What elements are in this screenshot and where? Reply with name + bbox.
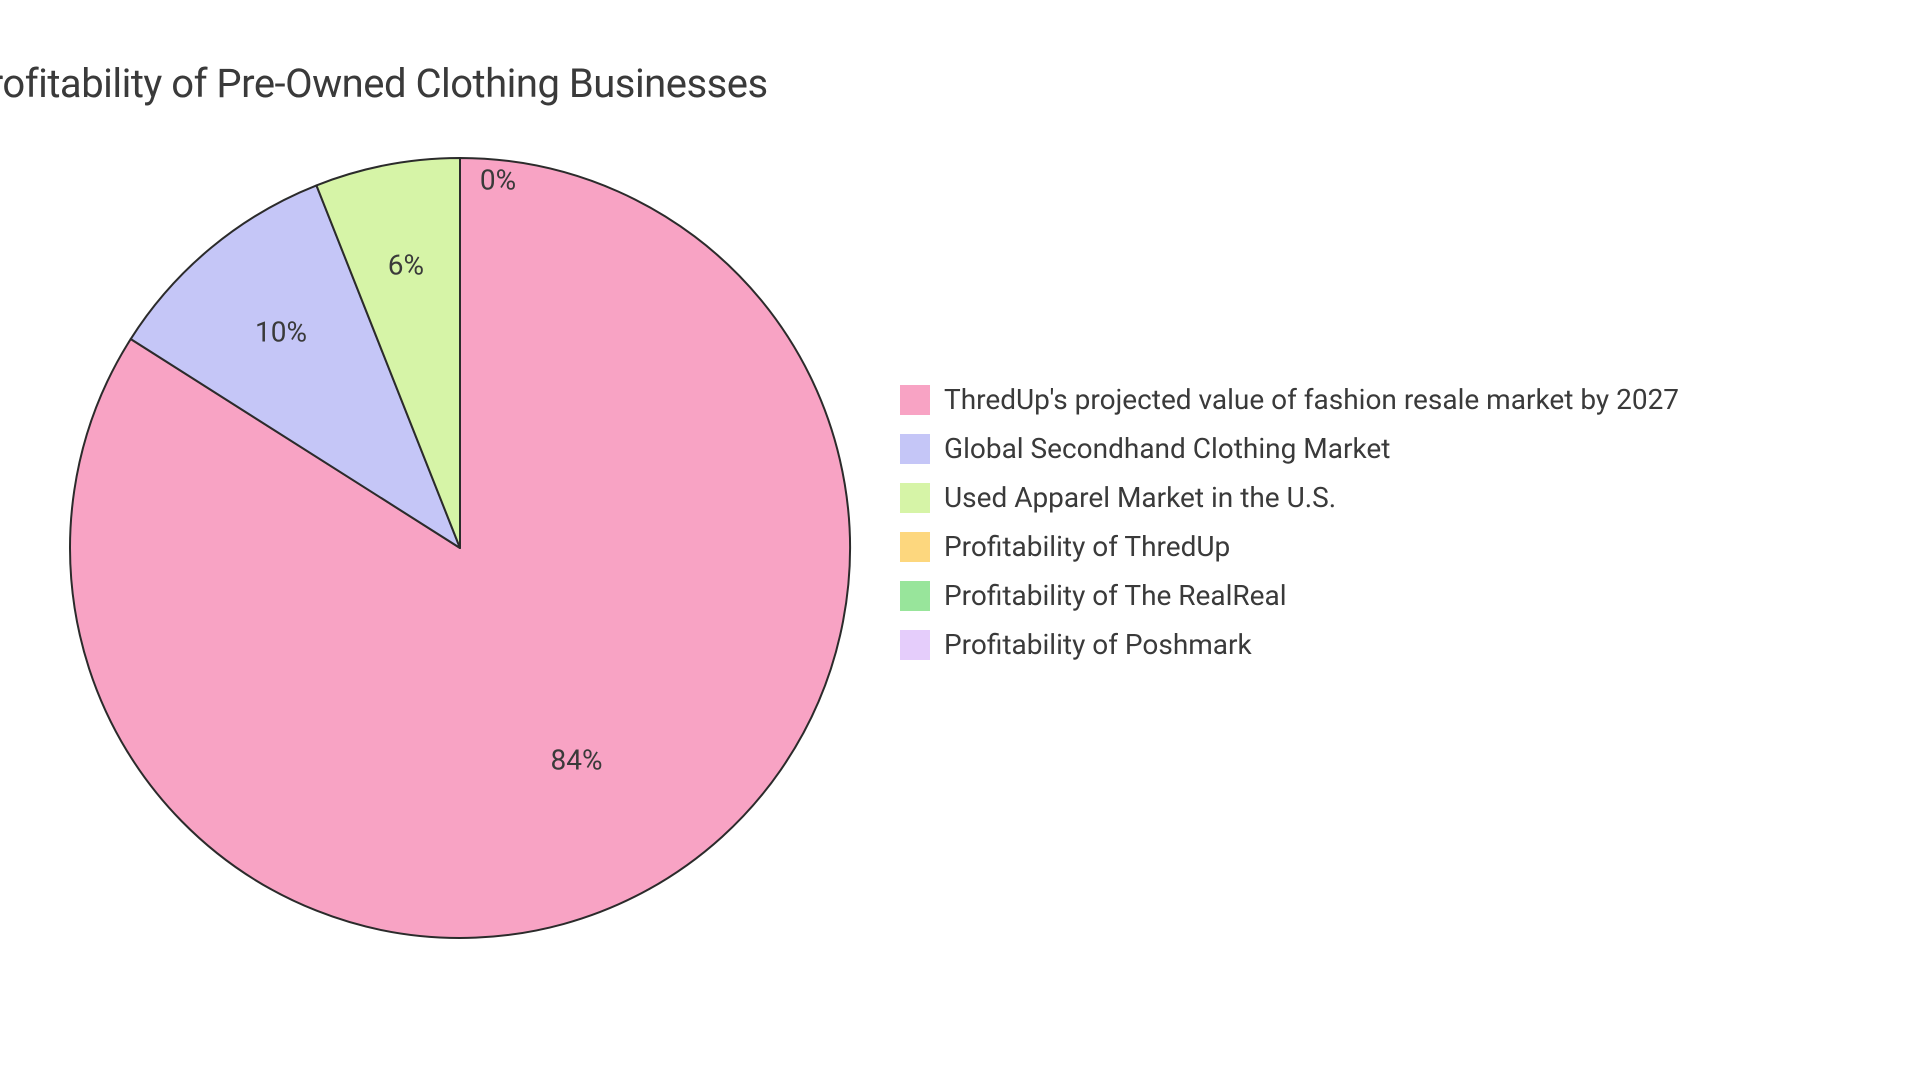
pie-slice-label: 6% xyxy=(388,248,424,281)
legend-label: Global Secondhand Clothing Market xyxy=(944,432,1390,465)
pie-zero-label: 0% xyxy=(480,164,516,197)
pie-svg xyxy=(66,154,854,942)
legend-item: Global Secondhand Clothing Market xyxy=(900,432,1679,465)
legend-item: Profitability of The RealReal xyxy=(900,579,1679,612)
legend-swatch xyxy=(900,581,930,611)
legend-swatch xyxy=(900,434,930,464)
legend-swatch xyxy=(900,532,930,562)
legend-label: Profitability of Poshmark xyxy=(944,628,1252,661)
legend-item: Profitability of ThredUp xyxy=(900,530,1679,563)
legend-label: Profitability of The RealReal xyxy=(944,579,1287,612)
chart-title: Profitability of Pre-Owned Clothing Busi… xyxy=(0,60,768,107)
legend-item: Used Apparel Market in the U.S. xyxy=(900,481,1679,514)
pie-slice-label: 84% xyxy=(550,743,602,776)
legend-label: Profitability of ThredUp xyxy=(944,530,1230,563)
legend-item: ThredUp's projected value of fashion res… xyxy=(900,383,1679,416)
legend-swatch xyxy=(900,483,930,513)
legend-label: ThredUp's projected value of fashion res… xyxy=(944,383,1679,416)
pie-slice-label: 10% xyxy=(255,315,307,348)
pie-chart: 84% 10% 6% 0% xyxy=(66,154,854,942)
legend-swatch xyxy=(900,630,930,660)
chart-container: Profitability of Pre-Owned Clothing Busi… xyxy=(0,0,1920,1080)
legend-label: Used Apparel Market in the U.S. xyxy=(944,481,1336,514)
legend-item: Profitability of Poshmark xyxy=(900,628,1679,661)
legend-swatch xyxy=(900,385,930,415)
legend: ThredUp's projected value of fashion res… xyxy=(900,383,1679,661)
